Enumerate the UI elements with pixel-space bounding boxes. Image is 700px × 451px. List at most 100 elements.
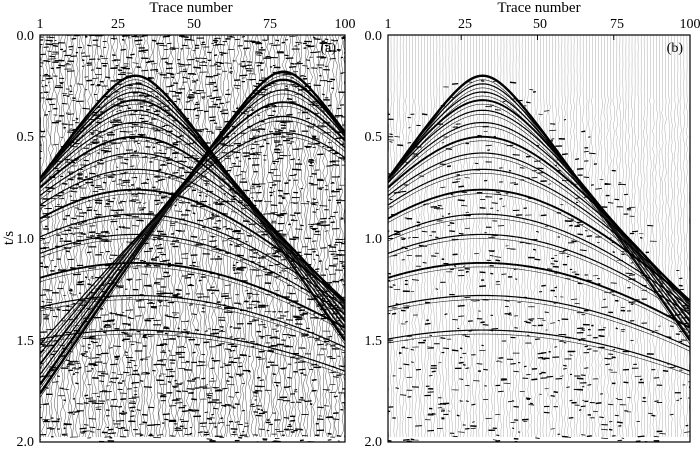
panel-a-noise-mark	[110, 363, 118, 366]
panel-a-noise-mark	[139, 434, 144, 437]
panel-b-trace	[554, 35, 557, 438]
panel-a-noise-mark	[289, 419, 296, 422]
panel-a-noise-mark	[109, 312, 113, 314]
panel-a-trace	[318, 35, 323, 438]
panel-b-noise-mark	[550, 322, 556, 324]
panel-b-noise-mark	[495, 191, 500, 194]
panel-a-noise-mark	[292, 236, 299, 239]
panel-a-noise-mark	[166, 72, 173, 75]
panel-a-noise-mark	[109, 347, 113, 349]
panel-b-trace	[576, 35, 579, 438]
panel-a-noise-mark	[271, 184, 277, 186]
panel-b-noise-mark	[498, 390, 504, 393]
panel-b-noise-mark	[586, 435, 592, 438]
panel-a-noise-mark	[295, 357, 302, 359]
panel-a-noise-mark	[196, 109, 204, 112]
panel-a-noise-mark	[61, 102, 68, 105]
panel-b-noise-mark	[653, 435, 659, 438]
panel-a-noise-mark	[110, 312, 118, 315]
panel-a-noise-mark	[285, 324, 288, 327]
panel-b-noise-mark	[579, 249, 587, 252]
panel-a-noise-mark	[58, 64, 66, 67]
panel-a-noise-mark	[287, 302, 292, 304]
panel-a-noise-mark	[109, 381, 113, 383]
panel-a-noise-mark	[256, 54, 262, 56]
panel-b-noise-mark	[595, 402, 602, 405]
panel-a-noise-mark	[199, 200, 208, 203]
panel-b-trace	[524, 35, 527, 438]
panel-a-noise-mark	[192, 264, 196, 267]
panel-a-noise-mark	[341, 116, 345, 118]
panel-b-frame	[387, 34, 691, 443]
panel-a-noise-mark	[141, 69, 149, 72]
panel-b-noise-mark	[612, 251, 615, 254]
panel-a-noise-mark	[153, 264, 161, 267]
panel-a-trace	[293, 35, 298, 438]
panel-a-noise-mark	[324, 344, 329, 346]
panel-a-noise-mark	[131, 383, 134, 385]
panel-a-noise-mark	[254, 385, 263, 388]
panel-a-noise-mark	[52, 381, 59, 383]
panel-a-noise-mark	[42, 242, 50, 244]
panel-a-noise-mark	[198, 360, 203, 363]
panel-b-noise-mark	[464, 335, 470, 338]
panel-b-noise-mark	[531, 378, 538, 381]
panel-a-noise-mark	[295, 318, 303, 321]
panel-a-noise-mark	[131, 154, 140, 157]
panel-b-noise-mark	[587, 348, 592, 351]
panel-a-noise-mark	[233, 357, 241, 360]
panel-a-noise-mark	[43, 266, 49, 269]
panel-a-noise-mark	[257, 130, 260, 133]
panel-b-noise-mark	[554, 295, 558, 298]
panel-b-trace	[399, 35, 402, 438]
panel-a-noise-mark	[166, 85, 173, 88]
panel-a-noise-mark	[167, 176, 171, 179]
panel-a-noise-mark	[288, 154, 291, 157]
panel-b-noise-mark	[427, 346, 434, 349]
panel-b-trace	[566, 35, 570, 438]
panel-b-noise-mark	[410, 348, 415, 351]
panel-b-noise-mark	[566, 386, 570, 388]
panel-b-trace	[560, 35, 563, 438]
panel-b-noise-mark	[581, 130, 586, 133]
panel-b-noise-mark	[431, 255, 437, 257]
panel-a-noise-mark	[169, 222, 176, 225]
panel-b-trace	[466, 35, 469, 438]
panel-a-trace	[158, 35, 162, 438]
panel-a-trace	[207, 35, 212, 438]
panel-b-noise-mark	[456, 327, 460, 330]
panel-a-noise-mark	[175, 210, 183, 212]
panel-a-noise-mark	[340, 218, 344, 220]
panel-a-xtick-label-25: 25	[111, 17, 125, 32]
panel-b-noise-mark	[423, 203, 427, 206]
panel-b-noise-mark	[537, 167, 544, 170]
panel-a-noise-mark	[150, 68, 158, 71]
panel-a-noise-mark	[204, 330, 208, 332]
panel-a-noise-mark	[104, 325, 112, 327]
panel-a-noise-mark	[202, 387, 211, 389]
panel-a-noise-mark	[171, 233, 174, 235]
panel-a-noise-mark	[328, 244, 331, 246]
panel-b-noise-mark	[391, 312, 397, 315]
panel-a-reflection-event	[40, 109, 345, 317]
panel-a-noise-mark	[270, 255, 278, 257]
panel-b-reflection-sidelobe	[388, 238, 690, 319]
panel-a-noise-mark	[301, 313, 309, 315]
panel-a-noise-mark	[275, 250, 280, 253]
panel-b-noise-mark	[552, 265, 559, 268]
panel-a-noise-mark	[112, 54, 116, 57]
panel-a-noise-mark	[144, 284, 152, 287]
panel-a-noise-mark	[181, 253, 189, 255]
panel-a-noise-mark	[332, 163, 340, 166]
panel-a-noise-mark	[94, 166, 97, 168]
panel-a-noise-mark	[240, 170, 247, 173]
panel-b-trace	[484, 35, 487, 438]
panel-b-noise-mark	[471, 403, 476, 406]
panel-a-noise-mark	[95, 213, 102, 216]
panel-a-noise-mark	[339, 253, 345, 256]
panel-a-noise-mark	[141, 49, 149, 52]
panel-b-trace	[600, 35, 603, 438]
panel-b-trace	[570, 35, 573, 438]
panel-a-noise-mark	[243, 204, 250, 207]
panel-a-noise-mark	[174, 100, 178, 103]
